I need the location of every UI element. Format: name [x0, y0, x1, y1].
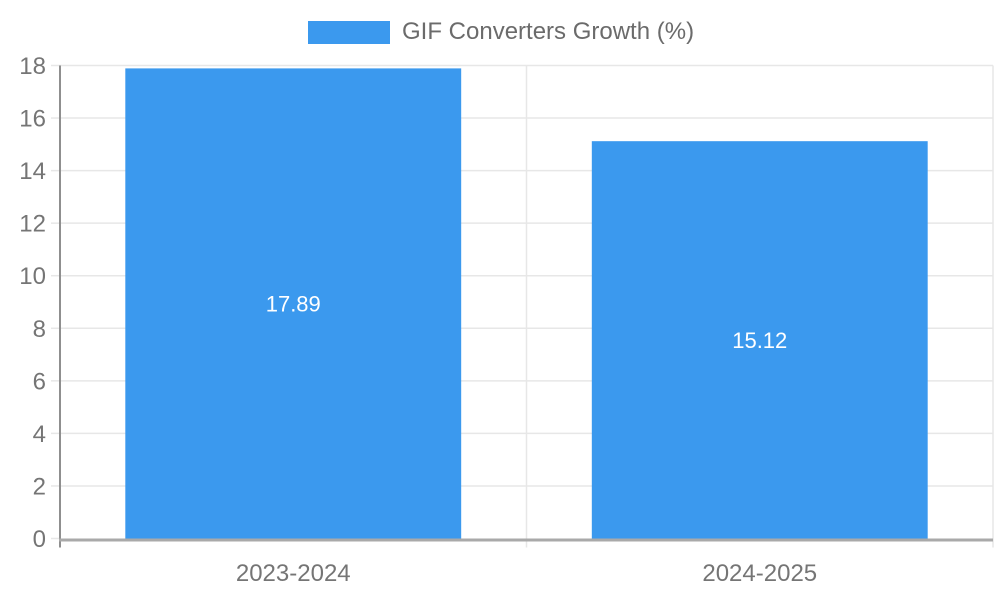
axis-border	[59, 65, 993, 548]
y-tick-label: 8	[33, 316, 46, 343]
y-tick-label: 6	[33, 368, 46, 395]
y-tick-label: 16	[19, 106, 46, 133]
bar-2024-2025[interactable]	[591, 141, 928, 539]
y-tick-label: 12	[19, 211, 46, 238]
y-tick-label: 14	[19, 158, 46, 185]
legend-swatch	[308, 20, 390, 44]
legend-item[interactable]: GIF Converters Growth (%)	[308, 19, 694, 45]
y-tick-label: 10	[19, 263, 46, 290]
bar-value-label: 15.12	[732, 328, 787, 353]
x-tick-label: 2023-2024	[236, 560, 351, 587]
bar-value-labels: 17.89 15.12	[266, 291, 788, 352]
bar-2023-2024[interactable]	[125, 68, 462, 539]
bar-value-label: 17.89	[266, 291, 321, 316]
y-tick-label: 18	[19, 53, 46, 80]
y-tick-labels: 0 2 4 6 8 10 12 14 16 18	[19, 53, 46, 553]
y-tick-label: 0	[33, 526, 46, 553]
x-tick-label: 2024-2025	[702, 560, 817, 587]
x-tick-labels: 2023-2024 2024-2025	[236, 560, 817, 587]
y-tick-label: 4	[33, 421, 46, 448]
y-tick-label: 2	[33, 473, 46, 500]
bars	[125, 68, 928, 539]
legend-label: GIF Converters Growth (%)	[402, 18, 695, 45]
